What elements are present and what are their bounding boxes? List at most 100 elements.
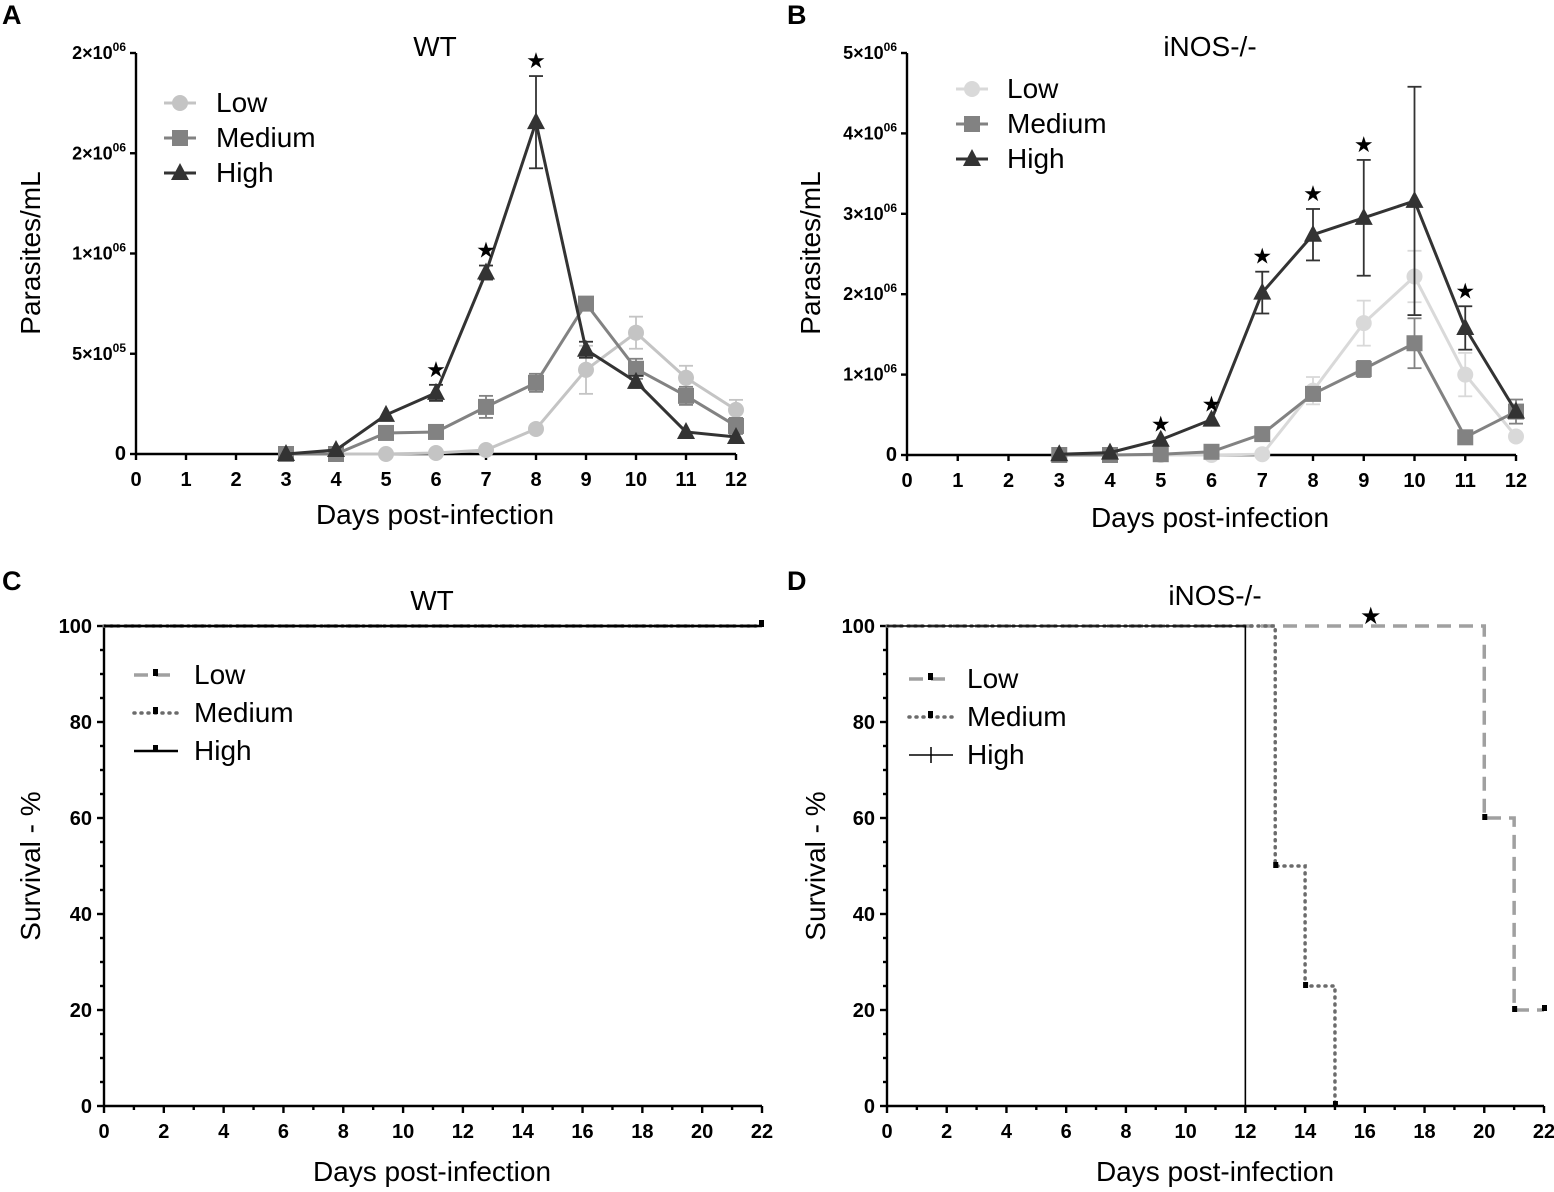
panel-b-y-tick-label: 4×1006 bbox=[843, 120, 897, 143]
panel-d-x-tick-label: 8 bbox=[1120, 1121, 1131, 1143]
panel-b-point-low bbox=[1457, 366, 1474, 383]
panel-a-x-tick-label: 12 bbox=[725, 469, 747, 491]
panel-b-y-tick-label: 2×1006 bbox=[843, 281, 897, 304]
panel-a-line-medium bbox=[286, 301, 737, 456]
panel-b-legend-marker-medium bbox=[964, 116, 980, 132]
panel-d-legend-tick-medium bbox=[928, 711, 933, 718]
panel-b-x-axis-label: Days post-infection bbox=[1091, 502, 1329, 533]
panel-c-x-tick-label: 16 bbox=[571, 1121, 593, 1143]
panel-c-x-tick-label: 4 bbox=[218, 1121, 230, 1143]
panel-d-legend-high: High bbox=[967, 739, 1025, 770]
panel-d-censor-mark-medium bbox=[1273, 862, 1279, 868]
panel-b-x-tick-label: 3 bbox=[1054, 470, 1065, 492]
panel-b-significance-star: ★ bbox=[1151, 412, 1171, 437]
panel-a-x-tick-label: 8 bbox=[530, 469, 541, 491]
panel-d-y-tick-label: 60 bbox=[853, 808, 875, 830]
panel-a-x-tick-label: 2 bbox=[230, 469, 241, 491]
panel-c-y-tick-label: 60 bbox=[70, 808, 92, 830]
panel-a-point-low bbox=[728, 401, 744, 418]
panel-b-point-medium bbox=[1457, 429, 1474, 446]
panel-a-point-low bbox=[478, 441, 494, 458]
panel-b-x-tick-label: 4 bbox=[1104, 470, 1116, 492]
panel-b-x-tick-label: 7 bbox=[1257, 470, 1268, 492]
panel-c-y-tick-label: 40 bbox=[70, 904, 92, 926]
panel-b-y-axis-label: Parasites/mL bbox=[795, 171, 826, 334]
panel-d-censor-mark-low bbox=[1512, 1006, 1518, 1012]
panel-d-x-tick-label: 6 bbox=[1061, 1121, 1072, 1143]
panel-a-y-axis-label: Parasites/mL bbox=[15, 171, 46, 334]
panel-c-y-tick-label: 80 bbox=[70, 712, 92, 734]
panel-b-y-tick-label: 0 bbox=[886, 444, 897, 466]
panel-d-censor-mark-medium bbox=[1303, 982, 1309, 988]
panel-a-y-tick-label: 5×1005 bbox=[72, 341, 126, 364]
panel-d-y-axis-label: Survival - % bbox=[800, 791, 831, 940]
panel-b-point-high bbox=[1151, 429, 1170, 447]
panel-a-point-high bbox=[477, 262, 495, 280]
panel-a-x-tick-label: 0 bbox=[130, 469, 141, 491]
panel-a-point-high bbox=[327, 439, 345, 457]
panel-b-legend-high: High bbox=[1007, 143, 1065, 174]
panel-d-censor-mark-low bbox=[1482, 814, 1488, 820]
panel-a-legend-medium: Medium bbox=[216, 122, 316, 153]
panel-b-point-low bbox=[1508, 428, 1524, 445]
panel-c-y-tick-label: 100 bbox=[59, 616, 92, 638]
panel-c-y-tick-label: 0 bbox=[81, 1096, 92, 1118]
panel-b-title: iNOS-/- bbox=[1163, 31, 1256, 62]
panel-b-line-high bbox=[1059, 199, 1518, 456]
panel-d-x-tick-label: 2 bbox=[941, 1121, 952, 1143]
panel-c-x-tick-label: 2 bbox=[158, 1121, 169, 1143]
panel-d-legend-tick-low bbox=[928, 673, 933, 680]
panel-c-legend-medium: Medium bbox=[194, 697, 294, 728]
panel-a-point-high bbox=[527, 112, 545, 130]
panel-c-censor-mark-end bbox=[759, 620, 764, 627]
panel-a-point-high bbox=[577, 339, 595, 357]
panel-b-point-high bbox=[1456, 317, 1475, 335]
panel-d-censor-mark-medium bbox=[1332, 1101, 1338, 1107]
panel-a-point-medium bbox=[378, 424, 394, 441]
panel-a-point-medium bbox=[478, 398, 494, 415]
panel-a-x-tick-label: 10 bbox=[625, 469, 647, 491]
panel-c-x-tick-label: 20 bbox=[691, 1121, 713, 1143]
panel-c-y-axis-label: Survival - % bbox=[15, 791, 46, 940]
panel-a-significance-star: ★ bbox=[476, 238, 496, 263]
panel-c-x-tick-label: 0 bbox=[98, 1121, 109, 1143]
panel-b-legend-low: Low bbox=[1007, 73, 1059, 104]
panel-c-legend-high: High bbox=[194, 735, 252, 766]
panel-d-y-tick-label: 0 bbox=[864, 1096, 875, 1118]
panel-a-significance-star: ★ bbox=[526, 48, 546, 73]
panel-b-point-medium bbox=[1355, 360, 1372, 377]
panel-a-y-tick-label: 0 bbox=[115, 443, 126, 465]
panel-a-y-tick-label: 1×1006 bbox=[72, 241, 126, 264]
panel-b-significance-star: ★ bbox=[1252, 244, 1272, 269]
panel-d-legend-low: Low bbox=[967, 663, 1019, 694]
panel-d-x-tick-label: 16 bbox=[1354, 1121, 1376, 1143]
panel-a-point-high bbox=[377, 404, 395, 422]
panel-a-x-tick-label: 11 bbox=[675, 469, 696, 491]
panel-b-significance-star: ★ bbox=[1354, 132, 1374, 157]
panel-a-point-low bbox=[428, 444, 444, 461]
panel-b-x-tick-label: 10 bbox=[1403, 470, 1425, 492]
panel-a-legend-marker-low bbox=[172, 95, 188, 111]
panel-b-significance-star: ★ bbox=[1455, 278, 1475, 303]
panel-b-point-low bbox=[1254, 446, 1271, 463]
panel-d-significance-star: ★ bbox=[1360, 603, 1382, 630]
panel-d-survival-medium bbox=[885, 624, 1337, 1108]
panel-a-x-tick-label: 3 bbox=[280, 469, 291, 491]
panel-b-ticks: 0 1 2 3 4 5 6 7 8 9 10 11 1201×10062×10063×10064×100… bbox=[843, 40, 1527, 492]
panel-b-line-low bbox=[1059, 274, 1518, 457]
panel-d-chart: D iNOS-/- Days post-infection Survival -… bbox=[787, 566, 1554, 1187]
panel-letter-c: C bbox=[2, 566, 22, 596]
panel-a-point-low bbox=[528, 420, 544, 437]
panel-b-significance-star: ★ bbox=[1202, 392, 1222, 417]
panel-a-title: WT bbox=[413, 31, 457, 62]
panel-d-x-tick-label: 4 bbox=[1001, 1121, 1013, 1143]
panel-a-x-tick-label: 5 bbox=[380, 469, 391, 491]
panel-b-x-tick-label: 2 bbox=[1003, 470, 1014, 492]
panel-a-x-tick-label: 1 bbox=[180, 469, 191, 491]
panel-d-y-tick-label: 20 bbox=[853, 1000, 875, 1022]
panel-d-x-tick-label: 18 bbox=[1413, 1121, 1435, 1143]
panel-a-legend-low: Low bbox=[216, 87, 268, 118]
panel-a-point-medium bbox=[678, 387, 694, 404]
panel-d-y-tick-label: 100 bbox=[842, 616, 875, 638]
